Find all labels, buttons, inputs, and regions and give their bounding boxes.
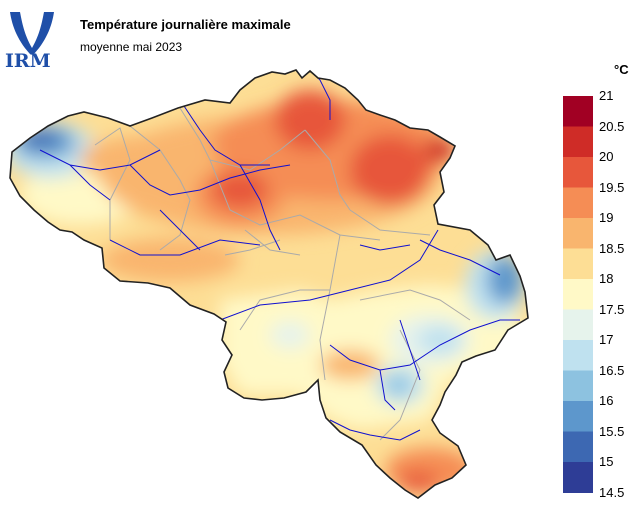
legend-swatch: [563, 248, 593, 280]
zone-16-east: [487, 256, 523, 304]
legend-swatch: [563, 462, 593, 493]
legend-swatch: [563, 309, 593, 341]
zone-20-center: [212, 172, 268, 208]
zone-17-center-west: [270, 321, 310, 349]
zone-20-limburg: [350, 135, 430, 205]
legend-label: 18.5: [599, 240, 625, 256]
legend-label: 19: [599, 210, 614, 225]
zone-18-5-meuse: [320, 350, 380, 380]
legend-swatch: [563, 340, 593, 371]
zone-20-north: [275, 90, 345, 150]
map-title: Température journalière maximale: [80, 17, 291, 32]
legend-label: 15.5: [599, 423, 625, 439]
legend-swatch: [563, 401, 593, 432]
province-boundaries: [94, 107, 471, 441]
zone-16-5-ardennes: [386, 375, 410, 395]
legend-swatch: [563, 126, 593, 158]
irm-logo-text: IRM: [5, 50, 51, 72]
legend-colorbar: [563, 96, 593, 493]
legend-swatch: [563, 431, 593, 463]
zone-15-coast: [22, 130, 58, 146]
legend-label: 16: [599, 393, 614, 408]
irm-logo: [10, 12, 54, 57]
legend-label: 14.5: [599, 484, 625, 500]
irm-logo-mark: [10, 12, 54, 56]
legend-swatch: [563, 218, 593, 249]
zone-19-west: [80, 135, 220, 185]
zone-18-5-hainaut: [100, 238, 240, 282]
legend-swatch: [563, 187, 593, 219]
zone-16-5-center: [418, 326, 462, 354]
legend-label: 15: [599, 454, 614, 469]
legend-swatch: [563, 279, 593, 310]
legend-swatch: [563, 157, 593, 188]
zone-20-5-ne: [425, 138, 455, 162]
map-subtitle: moyenne mai 2023: [80, 40, 183, 54]
legend-label: 18: [599, 271, 614, 286]
legend-label: 21: [599, 88, 614, 103]
zone-19-5-south: [398, 472, 438, 492]
legend-label: 19.5: [599, 179, 625, 195]
legend-label: 17: [599, 332, 614, 347]
legend-swatch: [563, 96, 593, 127]
legend-label: 20.5: [599, 118, 625, 134]
legend-swatch: [563, 370, 593, 402]
rivers: [39, 70, 520, 441]
legend-label: 16.5: [599, 362, 625, 378]
legend-label: 17.5: [599, 301, 625, 317]
legend-unit: °C: [614, 62, 629, 77]
legend-label: 20: [599, 149, 614, 164]
